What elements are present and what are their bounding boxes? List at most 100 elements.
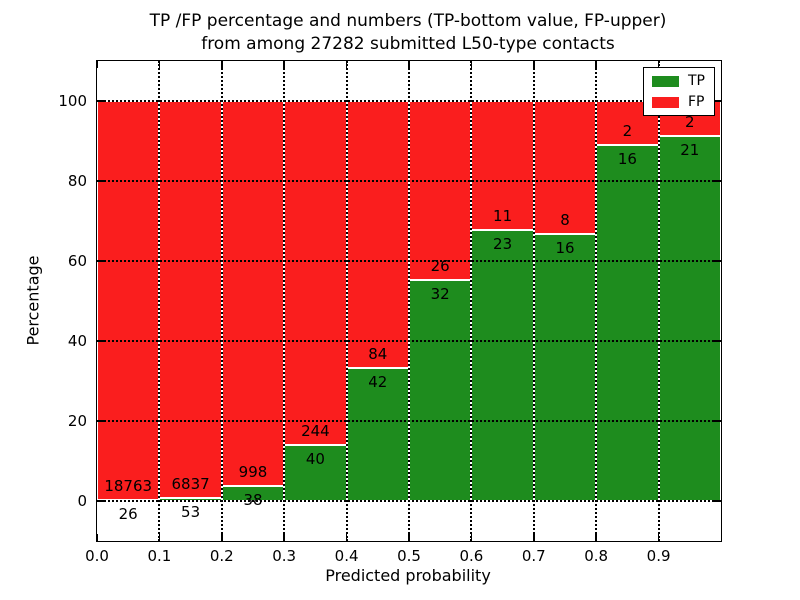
y-tick-mark-right: [714, 340, 721, 342]
x-tick-mark-bottom: [657, 534, 660, 541]
fp-count-label: 6837: [171, 474, 210, 493]
x-tick-label: 0.7: [521, 547, 546, 565]
y-tick-mark-right: [714, 420, 721, 422]
fp-count-label: 11: [493, 207, 513, 226]
grid-line-vertical: [283, 61, 286, 541]
x-tick-mark-top: [657, 61, 660, 68]
tp-count-label: 21: [680, 140, 700, 159]
tp-count-label: 32: [430, 285, 450, 304]
grid-line-vertical: [532, 61, 535, 541]
bar-segment-fp: [221, 101, 285, 487]
x-tick-mark-top: [283, 61, 285, 68]
x-tick-mark-top: [595, 61, 597, 68]
grid-line-horizontal: [97, 500, 721, 502]
chart-title-line2: from among 27282 submitted L50-type cont…: [201, 34, 615, 54]
y-tick-mark-left: [97, 100, 104, 102]
y-tick-label: 0: [77, 492, 87, 510]
fp-count-label: 18763: [104, 477, 153, 496]
x-axis-label: Predicted probability: [325, 566, 491, 585]
bar-segment-fp: [409, 101, 472, 281]
y-tick-mark-left: [97, 500, 104, 502]
x-tick-label: 0.6: [459, 547, 484, 565]
x-tick-mark-bottom: [595, 534, 597, 541]
fp-count-label: 8: [560, 211, 570, 230]
y-tick-label: 20: [67, 412, 87, 430]
y-tick-mark-left: [97, 340, 104, 342]
y-tick-label: 80: [67, 172, 87, 190]
x-tick-mark-bottom: [408, 534, 410, 541]
grid-line-horizontal: [97, 180, 721, 182]
grid-line-horizontal: [97, 420, 721, 422]
plot-area: TP FP 18763 26 6837 53 998 38 244 40 84 42 26 32 11 2…: [58, 60, 722, 565]
grid-line-vertical: [657, 61, 660, 541]
x-tick-label: 0.8: [584, 547, 609, 565]
tp-legend-label: TP: [688, 73, 705, 89]
fp-legend-label: FP: [688, 94, 705, 110]
x-tick-label: 0.0: [85, 547, 109, 565]
x-tick-label: 0.9: [646, 547, 671, 565]
fp-count-label: 84: [368, 344, 388, 363]
grid-line-horizontal: [97, 100, 721, 102]
x-tick-label: 0.2: [209, 547, 234, 565]
bar-segment-fp: [346, 101, 409, 368]
x-tick-mark-bottom: [158, 534, 161, 541]
x-tick-mark-bottom: [470, 534, 473, 541]
tp-count-label: 26: [118, 505, 138, 524]
tp-count-label: 42: [368, 372, 388, 391]
y-tick-mark-right: [714, 260, 721, 262]
x-tick-mark-bottom: [221, 534, 223, 541]
fp-count-label: 2: [622, 122, 633, 141]
bar-segment-tp: [596, 145, 659, 501]
grid-line-horizontal: [97, 340, 721, 342]
y-axis-label-wrap: Percentage: [20, 60, 46, 540]
bar-segment-fp: [97, 101, 160, 501]
tp-count-label: 16: [555, 239, 575, 258]
grid-line-horizontal: [97, 260, 721, 262]
grid-line-vertical: [220, 61, 223, 541]
bar-segment-fp: [159, 101, 222, 498]
x-tick-mark-bottom: [345, 534, 348, 541]
x-tick-label: 0.3: [272, 547, 297, 565]
x-tick-label: 0.5: [397, 547, 421, 565]
fp-legend-swatch: [652, 96, 679, 108]
y-tick-mark-right: [714, 500, 721, 502]
chart-title-line1: TP /FP percentage and numbers (TP-bottom…: [149, 11, 667, 31]
x-tick-mark-top: [408, 61, 410, 68]
x-tick-mark-bottom: [533, 534, 535, 541]
x-tick-label: 0.4: [334, 547, 359, 565]
bar-segment-tp: [533, 234, 597, 501]
x-tick-mark-top: [96, 61, 98, 68]
y-tick-mark-left: [97, 260, 104, 262]
y-tick-mark-left: [97, 420, 104, 422]
fp-count-label: 26: [430, 257, 450, 276]
x-tick-label: 0.1: [147, 547, 172, 565]
fp-count-label: 244: [301, 421, 330, 440]
y-axis-label: Percentage: [23, 254, 43, 346]
y-tick-mark-right: [714, 180, 721, 182]
bar-segment-tp: [471, 230, 534, 501]
x-tick-mark-top: [345, 61, 348, 68]
x-tick-mark-top: [470, 61, 473, 68]
x-tick-mark-top: [158, 61, 161, 68]
chart-title: TP /FP percentage and numbers (TP-bottom…: [96, 10, 720, 56]
y-tick-label: 100: [58, 92, 87, 110]
legend: TP FP: [643, 67, 715, 116]
tp-count-label: 38: [243, 491, 263, 510]
grid-line-vertical: [345, 61, 348, 541]
x-tick-mark-top: [221, 61, 223, 68]
tp-count-label: 23: [493, 235, 513, 254]
tp-legend-swatch: [652, 75, 679, 87]
bar-segment-tp: [658, 135, 721, 501]
y-tick-mark-right: [714, 100, 721, 102]
fp-count-label: 998: [238, 463, 268, 482]
x-tick-mark-bottom: [283, 534, 285, 541]
tp-count-label: 16: [617, 150, 637, 169]
x-tick-mark-top: [533, 61, 535, 68]
fp-count-label: 2: [685, 112, 695, 131]
grid-line-vertical: [470, 61, 473, 541]
tp-count-label: 53: [181, 502, 201, 521]
tp-count-label: 40: [305, 449, 325, 468]
y-tick-label: 60: [67, 252, 87, 270]
x-tick-mark-bottom: [96, 534, 98, 541]
